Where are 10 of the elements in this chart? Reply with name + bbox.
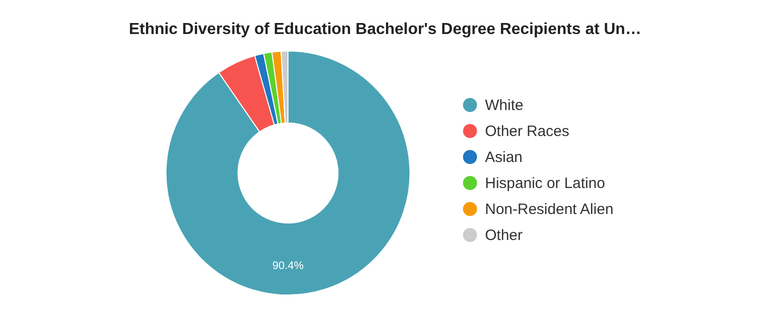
legend-label: Hispanic or Latino xyxy=(485,175,606,192)
legend-label: Other xyxy=(485,227,523,244)
legend-label: White xyxy=(485,97,524,114)
legend-label: Other Races xyxy=(485,123,570,140)
legend-label: Asian xyxy=(485,149,523,166)
chart-title: Ethnic Diversity of Education Bachelor's Degree Recipients at Un… xyxy=(128,21,642,38)
donut-slice xyxy=(166,50,410,296)
donut-slice xyxy=(218,55,275,132)
data-label: 90.4% xyxy=(272,260,304,272)
legend-label: Non-Resident Alien xyxy=(485,201,614,218)
